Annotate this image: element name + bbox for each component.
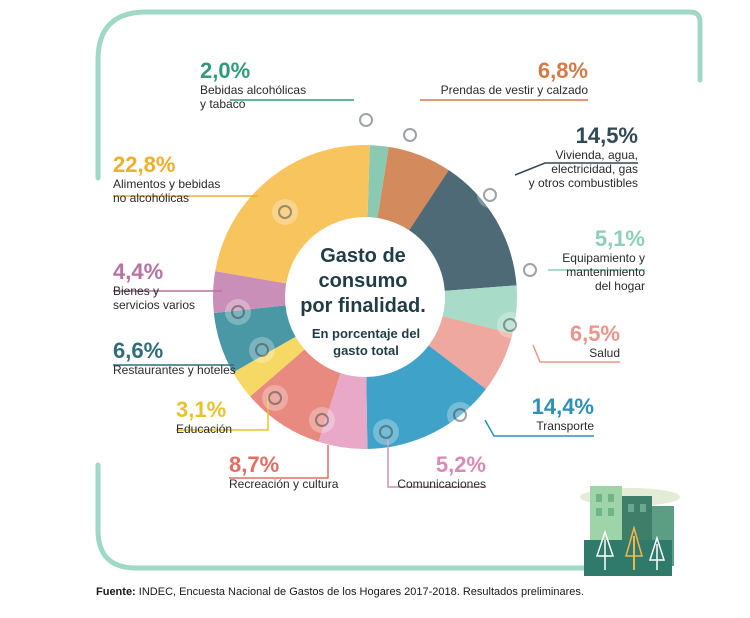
leader-line: [484, 419, 594, 437]
pie-slice: [442, 285, 517, 334]
slice-value-label: 5,2%: [436, 452, 486, 477]
pie-slice: [409, 170, 517, 291]
slice-category-label: Comunicaciones: [397, 477, 486, 491]
leader-line: [514, 162, 638, 176]
decorative-frame-bottom: [95, 462, 603, 571]
pie-slice: [428, 316, 513, 390]
slice-category-label: Bienes y: [113, 284, 159, 298]
slice-category-label: no alcohólicas: [113, 191, 189, 205]
slice-category-label: del hogar: [595, 279, 645, 293]
pie-slice: [367, 145, 389, 218]
slice-category-label: Educación: [176, 422, 232, 436]
slice-category-label: mantenimiento: [566, 265, 645, 279]
slice-category-label: Salud: [589, 346, 620, 360]
source-note: Fuente: INDEC, Encuesta Nacional de Gast…: [96, 586, 584, 598]
pie-slice: [213, 271, 287, 313]
slice-value-label: 6,8%: [538, 58, 588, 83]
suitcase-icon: [249, 337, 275, 363]
slice-category-label: Prendas de vestir y calzado: [441, 83, 589, 97]
slice-value-label: 14,5%: [576, 123, 638, 148]
slice-category-label: Equipamiento y: [562, 251, 645, 265]
slice-category-label: Vivienda, agua,: [555, 148, 638, 162]
center-subtitle: En porcentaje del gasto total: [312, 326, 420, 358]
source-label: Fuente:: [96, 586, 136, 598]
leader-line: [176, 395, 269, 431]
slice-value-label: 8,7%: [229, 452, 279, 477]
briefcase-icon: [262, 385, 288, 411]
car-icon: [447, 402, 473, 428]
decorative-frame: [95, 9, 703, 181]
health-cross-icon: [497, 312, 523, 338]
center-subtitle-line: En porcentaje del: [312, 326, 420, 341]
bottle-icon: [353, 107, 379, 133]
washing-machine-icon: [517, 257, 543, 283]
slice-value-label: 6,6%: [113, 338, 163, 363]
slice-category-label: Recreación y cultura: [229, 477, 339, 491]
center-title-line: por finalidad.: [300, 295, 426, 317]
slice-value-label: 22,8%: [113, 152, 175, 177]
slice-category-label: electricidad, gas: [551, 162, 638, 176]
slice-value-label: 4,4%: [113, 259, 163, 284]
pie-slice: [233, 336, 305, 397]
leader-lines: [113, 99, 645, 488]
donut-chart: [213, 144, 517, 449]
center-subtitle-line: gasto total: [333, 343, 399, 358]
pie-slice: [366, 345, 486, 449]
phone-icon: [373, 419, 399, 445]
chicken-icon: [272, 199, 298, 225]
pie-slice: [213, 305, 296, 373]
pie-slice: [250, 349, 341, 442]
slice-category-label: y tabaco: [200, 97, 246, 111]
center-title-line: Gasto de: [320, 245, 406, 267]
leader-line: [532, 344, 620, 363]
slice-value-label: 6,5%: [570, 321, 620, 346]
pie-slice: [215, 144, 370, 284]
source-text: INDEC, Encuesta Nacional de Gastos de lo…: [135, 586, 584, 598]
category-icons: [225, 107, 543, 445]
slice-category-label: Transporte: [536, 419, 594, 433]
slice-value-label: 14,4%: [532, 394, 594, 419]
center-title: Gasto de consumo por finalidad.: [300, 245, 426, 317]
slice-category-label: Bebidas alcohólicas: [200, 83, 306, 97]
scissors-icon: [225, 299, 251, 325]
tshirt-icon: [397, 122, 423, 148]
slice-category-label: Restaurantes y hoteles: [113, 363, 236, 377]
guitar-icon: [309, 407, 335, 433]
center-title-line: consumo: [319, 270, 408, 292]
pie-slice: [318, 373, 368, 449]
leader-line: [387, 440, 486, 488]
city-illustration-icon: [580, 486, 680, 576]
slice-category-label: y otros combustibles: [529, 176, 638, 190]
lightbulb-icon: [477, 182, 503, 208]
pie-slice: [377, 146, 449, 231]
slice-value-label: 3,1%: [176, 397, 226, 422]
slice-category-label: Alimentos y bebidas: [113, 177, 220, 191]
slice-category-label: servicios varios: [113, 298, 195, 312]
leader-line: [229, 445, 329, 479]
slice-value-label: 2,0%: [200, 58, 250, 83]
slice-value-label: 5,1%: [595, 226, 645, 251]
